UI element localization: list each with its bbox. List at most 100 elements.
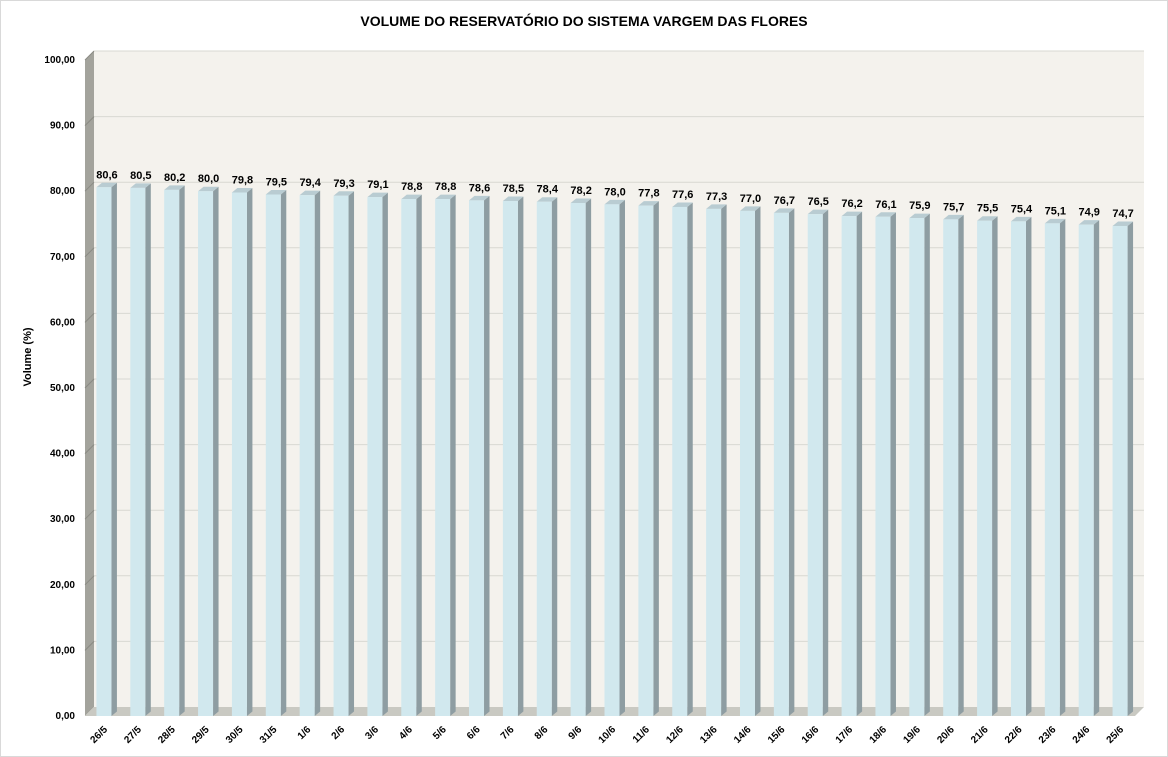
bar (130, 187, 146, 717)
gridline-side (84, 641, 95, 651)
data-label: 76,1 (875, 199, 896, 211)
y-tick-label: 30,00 (50, 514, 75, 525)
bar (1078, 224, 1094, 716)
bar-top (943, 214, 964, 220)
bar-side (619, 199, 625, 716)
y-tick-label: 0,00 (56, 711, 76, 722)
y-tick-label: 40,00 (50, 449, 75, 460)
gridline-side (84, 247, 95, 258)
bar (604, 204, 620, 716)
bar-side (856, 211, 863, 717)
bar-side (958, 214, 964, 716)
bar-side (179, 185, 185, 716)
bar (299, 195, 315, 717)
bar-top (909, 213, 930, 219)
bar-top (841, 211, 863, 217)
x-tick-label: 11/6 (631, 724, 652, 745)
bar-side (111, 182, 117, 716)
x-tick-label: 30/5 (224, 724, 246, 746)
y-tick-label: 90,00 (50, 121, 75, 132)
bar (706, 208, 722, 717)
bar-side (585, 198, 592, 716)
bar-side (450, 194, 456, 716)
x-tick-label: 8/6 (533, 724, 551, 742)
gridline-side (84, 50, 95, 61)
bar-top (977, 216, 998, 221)
gridline-side (84, 509, 95, 520)
bar-side (653, 201, 659, 716)
bar-top (536, 197, 558, 202)
bar (198, 191, 214, 716)
data-label: 75,9 (909, 200, 930, 212)
y-tick-label: 20,00 (50, 580, 75, 591)
x-tick-label: 23/6 (1037, 724, 1059, 746)
bar-side (517, 196, 524, 717)
bar (943, 219, 959, 716)
x-tick-label: 14/6 (732, 724, 754, 746)
x-tick-label: 7/6 (499, 724, 517, 742)
bar (265, 194, 281, 717)
y-tick-label: 100,00 (44, 55, 75, 66)
y-tick-label: 80,00 (50, 186, 75, 197)
x-tick-label: 12/6 (664, 724, 686, 746)
bar-side (924, 213, 930, 716)
x-tick-label: 13/6 (698, 724, 720, 746)
bar (570, 203, 586, 716)
bar-side (145, 183, 151, 717)
x-tick-label: 10/6 (597, 724, 619, 746)
bar-side (890, 212, 896, 716)
x-tick-label: 1/6 (296, 724, 314, 742)
data-label: 80,2 (164, 172, 185, 184)
data-label: 78,2 (570, 185, 591, 197)
data-label: 79,3 (333, 178, 354, 190)
bar-side (1093, 220, 1100, 716)
x-tick-label: 31/5 (258, 724, 280, 746)
data-label: 78,0 (604, 186, 625, 198)
bar (1010, 221, 1026, 716)
bar-top (231, 188, 253, 193)
bar-side (992, 216, 998, 716)
data-label: 78,6 (469, 182, 490, 194)
chart-title: VOLUME DO RESERVATÓRIO DO SISTEMA VARGEM… (360, 13, 808, 29)
bar (435, 199, 451, 716)
data-label: 79,8 (232, 175, 253, 187)
bar-top (706, 204, 727, 209)
data-label: 77,0 (740, 193, 761, 205)
bar-side (314, 190, 321, 717)
bar-side (416, 194, 422, 716)
y-tick-label: 50,00 (50, 383, 75, 394)
data-label: 80,5 (130, 170, 151, 182)
x-tick-label: 24/6 (1071, 724, 1093, 746)
bar (875, 216, 891, 716)
x-tick-label: 4/6 (397, 724, 415, 742)
data-label: 79,4 (299, 177, 321, 189)
data-label: 77,3 (706, 191, 727, 203)
bar-side (721, 204, 727, 717)
bar (231, 192, 247, 717)
bar-top (130, 183, 151, 188)
data-label: 76,5 (808, 196, 829, 208)
bar (638, 205, 654, 716)
x-tick-label: 6/6 (465, 724, 483, 742)
x-tick-label: 16/6 (800, 724, 822, 746)
data-label: 75,1 (1045, 205, 1066, 217)
bar-side (1059, 218, 1066, 716)
data-label: 78,8 (401, 181, 422, 193)
bar-side (551, 197, 558, 717)
gridline-side (84, 444, 95, 454)
bar-top (604, 199, 625, 205)
bar-side (687, 202, 693, 717)
bar-top (672, 202, 693, 207)
bar (977, 220, 993, 716)
x-tick-label: 26/5 (89, 724, 111, 746)
x-tick-label: 25/6 (1105, 724, 1127, 746)
bar-top (1112, 221, 1134, 226)
data-label: 75,7 (943, 201, 964, 213)
bar-top (401, 194, 422, 200)
x-tick-label: 21/6 (969, 724, 991, 746)
bar (164, 189, 180, 716)
bar-top (469, 195, 490, 201)
data-label: 79,1 (367, 179, 388, 191)
x-tick-label: 18/6 (868, 724, 890, 746)
